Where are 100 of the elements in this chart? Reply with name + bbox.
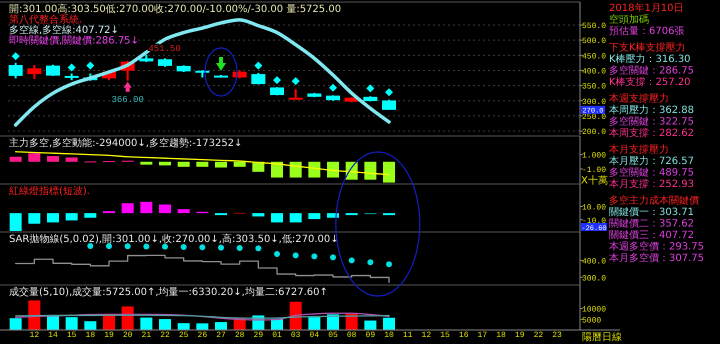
x-tick-label: 15 (440, 331, 450, 340)
bar (290, 162, 302, 178)
bar (271, 213, 284, 222)
chart-title: 主力多空,多空動能:-294000↓,多空趨勢:-173252↓ (9, 137, 242, 149)
x-tick-label: 29 (254, 331, 264, 340)
bar (196, 323, 208, 330)
point (106, 243, 112, 250)
bar (28, 300, 40, 330)
y-tick-label: 300.0 (582, 274, 606, 284)
bar (10, 156, 22, 162)
bar (364, 320, 376, 330)
x-tick-label: 17 (478, 331, 488, 340)
annotation: 366.00 (111, 94, 144, 105)
annotation: 多空線,多空線:407.72↓ (9, 24, 119, 36)
point (68, 63, 76, 72)
y-tick-label: 10000 (582, 306, 606, 315)
point (273, 76, 282, 84)
text: 本周壓力：362.88 (609, 104, 694, 116)
y-tick-label: 1.000 (582, 152, 606, 161)
line-series (15, 151, 390, 176)
x-tick-label: 19 (514, 331, 525, 340)
candlestick (382, 98, 396, 111)
text: 空頭加碼 (609, 14, 649, 26)
x-tick-label: 21 (142, 331, 152, 340)
x-tick-label: 22 (534, 331, 544, 340)
text: 關鍵價三：407.72 (609, 229, 694, 241)
point (348, 257, 355, 264)
x-tick-label: 18 (496, 331, 506, 340)
bar (159, 319, 171, 330)
bar (10, 213, 22, 232)
bar (308, 162, 320, 178)
text: 本月支撐壓力 (609, 144, 669, 156)
bar (383, 318, 396, 330)
point (366, 84, 374, 92)
point (236, 244, 243, 251)
text: 下支K棒支撐壓力 (609, 42, 686, 54)
x-tick-label: 12 (30, 331, 40, 340)
bar (383, 162, 396, 183)
x-tick-label: 10 (384, 331, 394, 340)
point (255, 245, 262, 252)
candlestick (251, 72, 266, 86)
text: 多空關鍵：322.75 (609, 116, 694, 128)
bar (66, 157, 78, 162)
point (124, 243, 131, 250)
text: 本月多空價：307.75 (609, 252, 704, 264)
point (311, 253, 318, 260)
bar (178, 209, 190, 214)
y-tick-label: -1.00 (582, 166, 606, 175)
x-tick-label: 20 (122, 331, 133, 340)
y-tick-label: 350.0 (582, 82, 606, 92)
point (199, 244, 206, 250)
chart-title: 成交量(5,10),成交量:5725.00↑,均量一:6330.20↓,均量二:6727.60↑ (9, 286, 328, 298)
point (274, 251, 280, 258)
bar (290, 302, 302, 330)
bar (28, 213, 40, 224)
x-tick-label: 26 (198, 331, 208, 340)
point (86, 62, 94, 70)
y-tick-label: 10.00 (582, 204, 606, 213)
point (329, 84, 338, 92)
point (367, 259, 374, 266)
point (330, 254, 336, 260)
bar (46, 213, 59, 222)
bar (178, 323, 190, 330)
x-tick-label: 27 (216, 331, 226, 340)
point (385, 88, 394, 96)
candlestick (46, 64, 60, 77)
text: K棒壓力：316.30 (609, 53, 691, 65)
y-tick-label: -10.0 (582, 216, 606, 226)
y-tick-label: 500.0 (582, 37, 606, 46)
y-tick-label: 550.0 (582, 22, 606, 32)
x-tick-label: 04 (310, 331, 320, 340)
text: 本週支撐壓力 (609, 92, 669, 104)
x-tick-label: 14 (48, 331, 58, 340)
text: K棒支撐：257.20 (609, 76, 691, 88)
bar (66, 317, 78, 330)
bar (66, 213, 78, 220)
bar (308, 213, 320, 220)
text: 本月壓力：726.57 (609, 155, 694, 167)
bar (252, 213, 264, 216)
annotation: 即時關鍵價,關鍵價:286.75↓ (9, 34, 139, 46)
bar (308, 317, 320, 330)
bar (46, 156, 59, 162)
bar (140, 318, 152, 330)
line-series (15, 312, 390, 321)
y-tick-label: 450.0 (582, 52, 606, 62)
text: 陽曆日線 (582, 331, 622, 343)
bar (290, 213, 302, 222)
point (292, 77, 300, 86)
bar (364, 162, 376, 180)
text: 預估量：6706張 (609, 26, 684, 37)
point (218, 244, 224, 251)
x-tick-label: 18 (86, 331, 96, 340)
text: 第八代整合系統. (9, 14, 82, 26)
bar (159, 162, 171, 166)
text: 本週多空價：293.75 (609, 240, 704, 252)
y-tick-label: 5000 (582, 316, 602, 326)
x-tick-label: 22 (160, 331, 170, 340)
bar (28, 153, 40, 162)
x-tick-label: 15 (66, 331, 77, 340)
x-tick-label: 28 (234, 331, 245, 340)
